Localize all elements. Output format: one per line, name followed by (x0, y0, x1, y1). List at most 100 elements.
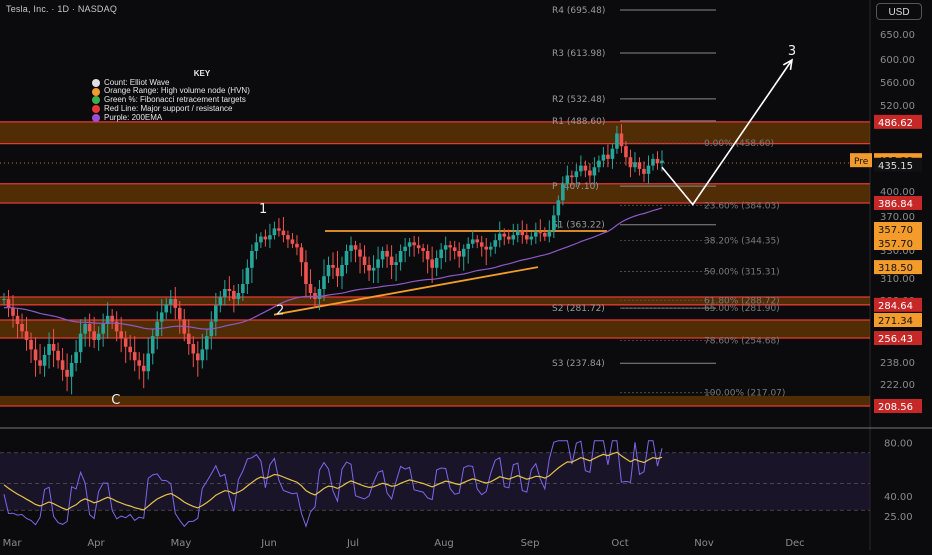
price-label: 208.56 (878, 402, 913, 413)
candle-body (624, 146, 628, 158)
candle-body (628, 157, 633, 168)
candle-body (353, 245, 358, 250)
price-label-box (874, 313, 922, 327)
candle-body (263, 236, 268, 240)
candle-body (110, 315, 114, 322)
fib-label: 0.00% (458.60) (704, 139, 774, 149)
candle-body (633, 162, 637, 168)
candle-body (380, 251, 385, 260)
fib-label: 65.00% (281.90) (704, 304, 780, 314)
candle-body (421, 248, 425, 251)
candle-body (412, 242, 416, 246)
price-label-box (874, 260, 922, 275)
candle-body (168, 299, 173, 305)
candle-body (137, 360, 142, 366)
candle-body (394, 262, 398, 265)
candle-body (268, 235, 272, 240)
candle-body (579, 165, 583, 172)
pivot-label: S2 (281.72) (552, 304, 605, 314)
candle-body (601, 154, 606, 161)
candle-body (344, 251, 349, 265)
candle-body (205, 336, 209, 350)
candle-body (570, 175, 574, 178)
candle-body (520, 230, 525, 236)
legend-dot-icon (92, 105, 100, 114)
candle-body (69, 363, 74, 377)
y-tick-label: 650.00 (880, 30, 915, 41)
price-label: 271.34 (878, 316, 913, 327)
candle-body (497, 233, 502, 241)
candle-body (502, 233, 507, 237)
candle-body (150, 336, 155, 354)
ema-line (4, 207, 663, 330)
candle-body (403, 246, 407, 251)
x-tick-label: Mar (3, 538, 23, 549)
candle-body (322, 276, 326, 289)
candle-body (642, 168, 646, 174)
candle-body (340, 265, 344, 277)
candle-body (651, 158, 655, 166)
price-label: 486.62 (878, 118, 913, 129)
candle-body (529, 236, 534, 240)
rsi-tick-label: 25.00 (884, 512, 913, 523)
candle-body (295, 243, 299, 248)
candle-body (159, 312, 164, 322)
pivot-label: R2 (532.48) (552, 95, 605, 105)
candle-body (655, 158, 660, 164)
candle-body (195, 353, 200, 361)
candle-body (191, 344, 196, 354)
hvn-band (0, 395, 870, 406)
candle-body (547, 230, 552, 237)
candle-body (543, 232, 547, 237)
candle-body (470, 239, 475, 244)
candle-body (326, 265, 331, 277)
candle-body (434, 258, 439, 268)
candle-body (416, 245, 421, 249)
pivot-label: R1 (488.60) (552, 117, 605, 127)
wave-label: 1 (259, 202, 267, 217)
x-tick-label: Dec (785, 538, 804, 549)
candle-body (241, 284, 245, 293)
rsi-tick-label: 80.00 (884, 438, 913, 449)
projection-path (661, 59, 793, 206)
candle-body (141, 365, 146, 372)
candle-body (65, 369, 69, 377)
candle-body (123, 338, 128, 347)
candle-body (457, 251, 461, 257)
candle-body (281, 230, 286, 236)
candle-body (592, 167, 597, 176)
candle-body (430, 259, 434, 268)
x-tick-label: Aug (434, 538, 454, 549)
candle-body (304, 262, 308, 284)
candle-body (610, 148, 615, 159)
legend-label: Count: Elliot Wave (104, 77, 170, 87)
fib-label: 38.20% (344.35) (704, 237, 780, 247)
y-tick-label: 238.00 (880, 358, 915, 369)
y-tick-label: 222.00 (880, 380, 915, 391)
candle-body (574, 171, 579, 178)
candle-body (398, 251, 403, 263)
candle-body (177, 307, 182, 320)
candle-body (218, 297, 223, 306)
price-label: 357.70 (878, 225, 913, 236)
candle-body (286, 235, 290, 240)
candle-body (538, 232, 543, 234)
candle-body (223, 289, 227, 297)
candle-body (556, 200, 561, 216)
currency-button[interactable]: USD (876, 3, 922, 20)
candle-body (146, 353, 151, 372)
candle-body (173, 299, 178, 308)
legend-item: Orange Range: High volume node (HVN) (92, 87, 312, 96)
candle-body (452, 247, 457, 251)
y-tick-label: 370.00 (880, 212, 915, 223)
candle-body (92, 331, 96, 340)
price-label: 386.84 (878, 199, 913, 210)
candle-body (448, 245, 452, 248)
candle-body (51, 344, 56, 351)
candle-body (534, 232, 538, 237)
candle-body (29, 339, 33, 350)
x-tick-label: Nov (694, 538, 714, 549)
price-label-box (874, 195, 922, 210)
